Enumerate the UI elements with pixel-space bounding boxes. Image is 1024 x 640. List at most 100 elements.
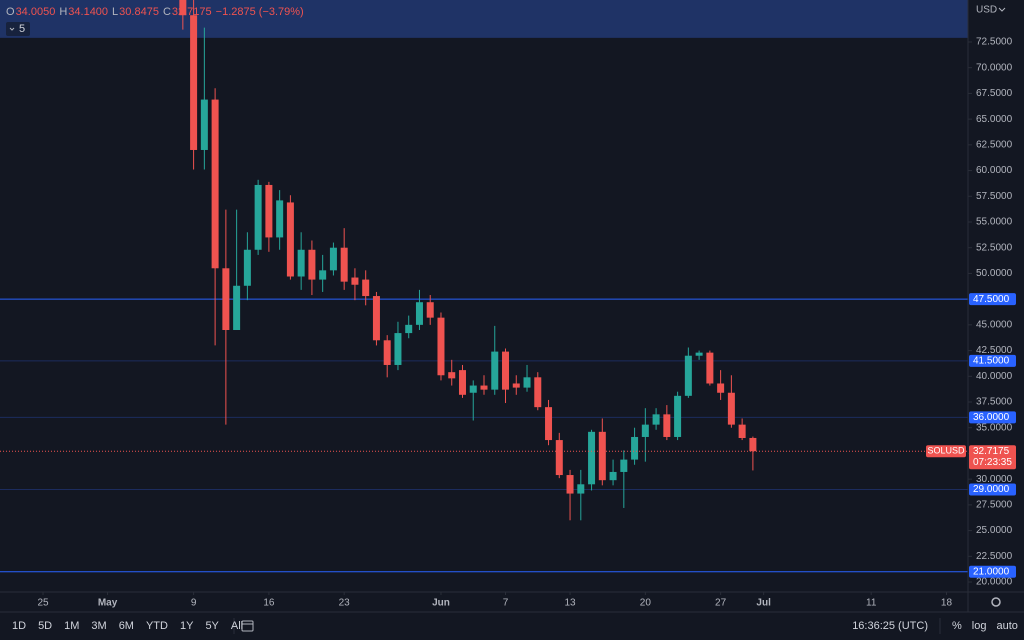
- candle-body: [684, 355, 692, 396]
- candle-body: [555, 440, 563, 476]
- level-label-box: [969, 354, 1016, 367]
- candle-body: [577, 484, 585, 494]
- candle-body: [233, 285, 241, 330]
- y-tick-label: 55.0000: [976, 217, 1013, 228]
- legend-value: 30.8475: [119, 6, 159, 18]
- y-tick-label: 50.0000: [976, 268, 1013, 279]
- candle-body: [437, 317, 445, 376]
- candle-body: [727, 392, 735, 425]
- x-tick-label: 20: [640, 598, 652, 609]
- y-tick-label: 42.5000: [976, 345, 1013, 356]
- scale-option[interactable]: log: [972, 620, 987, 632]
- range-button[interactable]: YTD: [146, 620, 168, 632]
- x-tick-label: 25: [37, 598, 49, 609]
- candle-body: [200, 99, 208, 150]
- settings-icon[interactable]: [991, 597, 1001, 607]
- x-tick-label: 7: [503, 598, 509, 609]
- candle-body: [512, 383, 520, 388]
- legend-key: L: [112, 6, 118, 18]
- candle-body: [211, 99, 219, 269]
- y-tick-label: 67.5000: [976, 88, 1013, 99]
- y-tick-label: 22.5000: [976, 551, 1013, 562]
- level-label: 41.5000: [973, 355, 1010, 366]
- level-label-box: [969, 293, 1016, 306]
- candle-body: [329, 247, 337, 271]
- legend-value: 34.1400: [68, 6, 108, 18]
- range-button[interactable]: 1D: [12, 620, 26, 632]
- candle-body: [674, 395, 682, 437]
- x-tick-label: 16: [263, 598, 275, 609]
- candle-body: [609, 471, 617, 481]
- currency-chevron: [998, 7, 1006, 12]
- candle-body: [448, 372, 456, 379]
- candle-body: [749, 437, 757, 452]
- y-tick-label: 60.0000: [976, 165, 1013, 176]
- legend-value: 32.7175: [172, 6, 212, 18]
- candle-body: [706, 352, 714, 384]
- candle-body: [566, 475, 574, 494]
- y-tick-label: 65.0000: [976, 114, 1013, 125]
- y-tick-label: 57.5000: [976, 191, 1013, 202]
- candle-body: [717, 383, 725, 393]
- range-button[interactable]: 5D: [38, 620, 52, 632]
- legend-key: C: [163, 6, 171, 18]
- y-tick-label: 35.0000: [976, 422, 1013, 433]
- candle-body: [738, 424, 746, 439]
- scale-option[interactable]: auto: [996, 620, 1017, 632]
- candle-body: [545, 407, 553, 441]
- candle-body: [276, 200, 284, 238]
- indicator-badge[interactable]: [6, 22, 30, 36]
- calendar-icon[interactable]: [241, 620, 254, 632]
- candle-body: [469, 385, 477, 393]
- countdown: 07:23:35: [973, 457, 1012, 468]
- range-button[interactable]: 6M: [119, 620, 134, 632]
- candle-body: [265, 184, 273, 238]
- legend-key: O: [6, 6, 15, 18]
- candle-body: [588, 431, 596, 485]
- candle-body: [523, 377, 531, 388]
- level-label: 21.0000: [973, 566, 1010, 577]
- x-tick-label: Jun: [432, 598, 450, 609]
- range-button[interactable]: 3M: [91, 620, 106, 632]
- candle-body: [351, 277, 359, 285]
- candle-body: [534, 377, 542, 408]
- candle-body: [480, 385, 488, 390]
- level-label-box: [969, 565, 1016, 578]
- range-button[interactable]: 1Y: [180, 620, 194, 632]
- range-button[interactable]: 1M: [64, 620, 79, 632]
- level-label: 47.5000: [973, 294, 1010, 305]
- legend-key: H: [59, 6, 67, 18]
- scale-option[interactable]: %: [952, 620, 962, 632]
- legend-change: −1.2875 (−3.79%): [216, 6, 304, 18]
- y-tick-label: 20.0000: [976, 577, 1013, 588]
- x-tick-label: 27: [715, 598, 727, 609]
- candle-body: [286, 202, 294, 277]
- candle-body: [695, 352, 703, 356]
- candle-body: [362, 279, 370, 297]
- candle-body: [491, 351, 499, 390]
- range-button[interactable]: All: [231, 620, 243, 632]
- y-tick-label: 52.5000: [976, 242, 1013, 253]
- candle-body: [254, 184, 262, 250]
- level-label-box: [969, 483, 1016, 496]
- symbol-box: [926, 445, 966, 458]
- y-tick-label: 72.5000: [976, 37, 1013, 48]
- currency[interactable]: USD: [976, 5, 997, 16]
- x-tick-label: 11: [866, 598, 877, 609]
- y-tick-label: 25.0000: [976, 525, 1013, 536]
- candle-body: [652, 414, 660, 425]
- candle-body: [372, 296, 380, 341]
- clock: 16:36:25 (UTC): [852, 620, 928, 632]
- y-tick-label: 40.0000: [976, 371, 1013, 382]
- y-tick-label: 37.5000: [976, 397, 1013, 408]
- range-button[interactable]: 5Y: [205, 620, 219, 632]
- y-tick-label: 30.0000: [976, 474, 1013, 485]
- x-tick-label: 9: [191, 598, 197, 609]
- candle-body: [394, 333, 402, 365]
- candle-body: [405, 324, 413, 334]
- candle-body: [297, 249, 305, 277]
- candle-body: [415, 302, 423, 325]
- plot-area: [0, 0, 968, 573]
- candle-body: [663, 414, 671, 437]
